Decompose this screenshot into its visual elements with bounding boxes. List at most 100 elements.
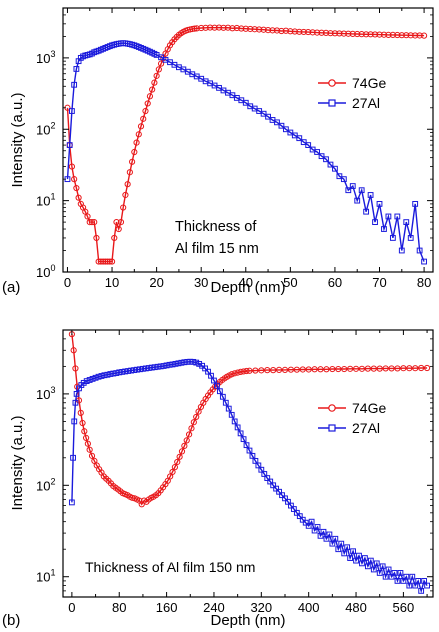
data-point-74Ge (144, 100, 151, 107)
x-tick-label: 560 (393, 600, 415, 615)
data-point-74Ge (318, 29, 325, 36)
data-point-74Ge (317, 366, 324, 373)
data-point-74Ge (100, 258, 107, 265)
data-point-27Al (400, 578, 407, 584)
data-point-74Ge (86, 446, 93, 453)
data-point-27Al (211, 377, 217, 384)
data-point-27Al (407, 235, 414, 241)
y-tick-label: 101 (36, 568, 55, 585)
data-point-27Al (104, 371, 111, 378)
data-point-74Ge (183, 437, 190, 444)
data-point-27Al (169, 361, 176, 368)
data-point-74Ge (358, 31, 365, 38)
data-point-27Al (134, 366, 140, 373)
data-point-27Al (296, 135, 303, 142)
data-point-27Al (184, 358, 191, 365)
data-point-74Ge (77, 409, 84, 416)
data-point-74Ge (311, 366, 318, 373)
data-point-74Ge (238, 25, 245, 32)
annotation-text: Al film 15 nm (175, 241, 259, 257)
data-point-27Al (416, 247, 423, 254)
y-tick-label: 101 (36, 192, 55, 209)
data-point-74Ge (258, 367, 265, 374)
data-point-27Al (89, 375, 96, 382)
data-point-74Ge (137, 123, 145, 130)
data-point-27Al (172, 360, 179, 367)
data-point-74Ge (211, 24, 218, 31)
data-point-27Al (205, 368, 211, 375)
x-tick-label: 10 (105, 275, 119, 290)
data-point-27Al (208, 372, 214, 379)
data-point-27Al (69, 108, 75, 114)
data-point-27Al (261, 471, 268, 477)
series-line-74Ge (71, 334, 428, 506)
data-point-27Al (137, 366, 143, 373)
data-point-27Al (367, 192, 374, 198)
data-point-27Al (243, 442, 250, 449)
data-point-27Al (385, 213, 392, 220)
data-point-74Ge (403, 32, 410, 39)
y-tick-label: 100 (36, 263, 55, 280)
data-point-74Ge (228, 371, 235, 378)
data-point-74Ge (93, 234, 100, 242)
data-point-27Al (92, 374, 99, 381)
data-point-27Al (260, 110, 267, 117)
data-point-74Ge (345, 30, 352, 37)
data-point-27Al (308, 518, 315, 525)
data-point-74Ge (313, 29, 321, 36)
data-point-74Ge (82, 434, 90, 442)
data-point-74Ge (418, 364, 425, 372)
data-point-74Ge (128, 158, 136, 165)
data-point-74Ge (412, 32, 419, 39)
data-point-27Al (424, 582, 430, 589)
data-point-74Ge (247, 25, 254, 33)
data-point-27Al (302, 519, 309, 526)
data-point-74Ge (264, 27, 272, 34)
y-tick-label: 102 (36, 120, 55, 137)
data-point-27Al (418, 587, 425, 594)
data-point-27Al (296, 513, 303, 520)
y-tick-label: 103 (36, 49, 55, 66)
data-point-27Al (340, 176, 347, 183)
data-point-27Al (175, 360, 182, 367)
data-point-27Al (249, 452, 256, 459)
data-point-74Ge (151, 79, 158, 86)
data-point-27Al (154, 363, 161, 370)
data-point-27Al (329, 540, 336, 547)
x-tick-label: 60 (328, 275, 342, 290)
data-point-74Ge (190, 419, 197, 426)
data-point-27Al (71, 81, 78, 88)
data-point-27Al (265, 113, 271, 120)
data-point-27Al (403, 573, 410, 580)
data-point-27Al (258, 466, 265, 473)
data-point-74Ge (193, 413, 200, 421)
data-point-27Al (353, 557, 359, 564)
data-point-27Al (394, 578, 401, 584)
data-point-74Ge (115, 225, 122, 233)
data-point-27Al (327, 161, 334, 168)
data-point-74Ge (111, 234, 118, 242)
data-point-27Al (323, 156, 329, 163)
data-point-27Al (73, 66, 80, 72)
y-tick-label: 103 (36, 385, 55, 402)
data-point-74Ge (282, 27, 289, 34)
data-point-74Ge (376, 365, 383, 372)
data-point-27Al (228, 411, 235, 418)
data-point-27Al (86, 377, 93, 383)
data-point-27Al (148, 364, 155, 371)
data-point-74Ge (388, 365, 395, 372)
data-point-74Ge (363, 31, 370, 38)
data-point-27Al (187, 358, 194, 365)
data-point-27Al (385, 566, 392, 573)
data-point-27Al (267, 478, 274, 485)
data-point-74Ge (81, 428, 88, 435)
x-tick-label: 400 (298, 600, 320, 615)
data-point-27Al (70, 454, 76, 461)
data-point-74Ge (104, 258, 111, 265)
data-point-27Al (190, 358, 197, 365)
x-tick-label: 80 (417, 275, 431, 290)
data-point-27Al (421, 578, 428, 584)
data-point-74Ge (382, 365, 389, 372)
data-point-27Al (347, 555, 354, 561)
